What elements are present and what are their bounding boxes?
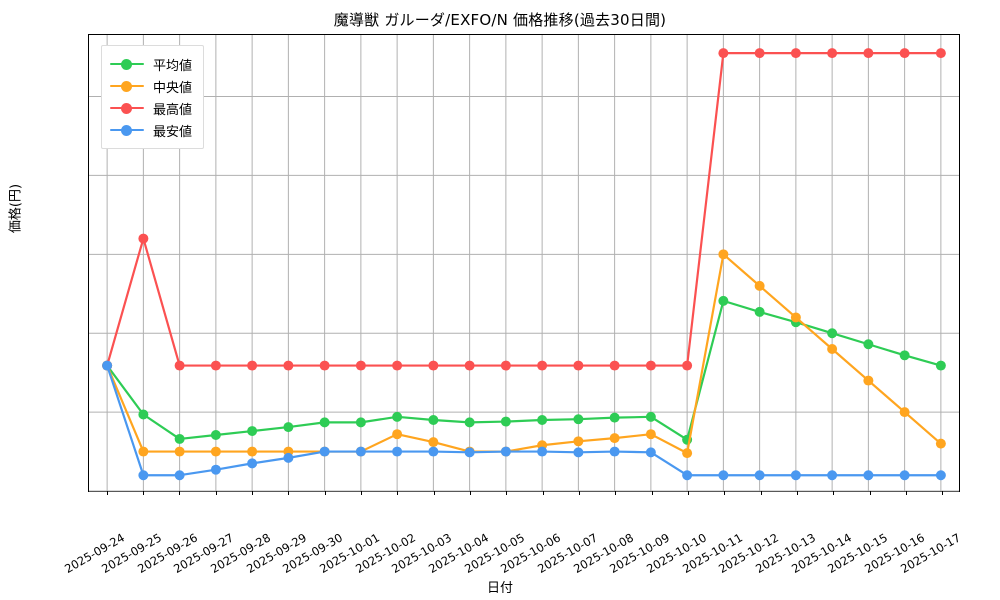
- x-tick-mark: [905, 491, 908, 495]
- x-tick-mark: [615, 491, 617, 495]
- x-tick-mark: [833, 491, 835, 495]
- y-axis-label: 価格(円): [8, 183, 24, 234]
- x-tick-mark: [251, 491, 254, 495]
- x-tick-mark: [651, 491, 653, 495]
- legend-item[interactable]: 最安値: [110, 119, 192, 141]
- x-tick-mark: [796, 491, 799, 495]
- x-tick-mark: [687, 491, 690, 495]
- x-axis-label: 日付: [486, 581, 513, 596]
- series-lines: [102, 48, 946, 481]
- legend-item[interactable]: 最高値: [110, 97, 192, 119]
- legend-marker-min-icon: [110, 123, 144, 137]
- legend-marker-max-icon: [110, 101, 144, 115]
- page-title: 魔導獣 ガルーダ/EXFO/N 価格推移(過去30日間): [333, 11, 667, 29]
- x-tick-mark: [433, 491, 435, 495]
- x-tick-mark: [542, 491, 544, 495]
- x-tick-mark: [360, 491, 363, 495]
- legend-item[interactable]: 平均値: [110, 53, 192, 75]
- x-tick-mark: [106, 491, 108, 495]
- x-tick-mark: [142, 491, 145, 495]
- x-tick-mark: [942, 491, 944, 495]
- x-tick-mark: [469, 491, 472, 495]
- x-tick-mark: [506, 491, 508, 495]
- legend-item[interactable]: 中央値: [110, 75, 192, 97]
- x-tick-mark: [397, 491, 399, 495]
- plot-area: 0100200300400500 2025-09-242025-09-25202…: [62, 34, 963, 576]
- legend-marker-average-icon: [110, 57, 144, 71]
- legend-label: 最安値: [153, 124, 193, 140]
- chart-legend: 平均値 中央値 最高値 最安値: [101, 45, 205, 149]
- x-tick-mark: [578, 491, 581, 495]
- legend-label: 中央値: [153, 80, 193, 96]
- x-tick-mark: [288, 491, 290, 495]
- x-tick-mark: [869, 491, 871, 495]
- x-tick-mark: [215, 491, 217, 495]
- legend-marker-median-icon: [110, 79, 144, 93]
- x-tick-mark: [179, 491, 181, 495]
- x-tick-mark: [324, 491, 326, 495]
- legend-label: 平均値: [153, 58, 193, 74]
- x-tick-mark: [724, 491, 726, 495]
- legend-label: 最高値: [153, 102, 193, 118]
- x-tick-mark: [760, 491, 762, 495]
